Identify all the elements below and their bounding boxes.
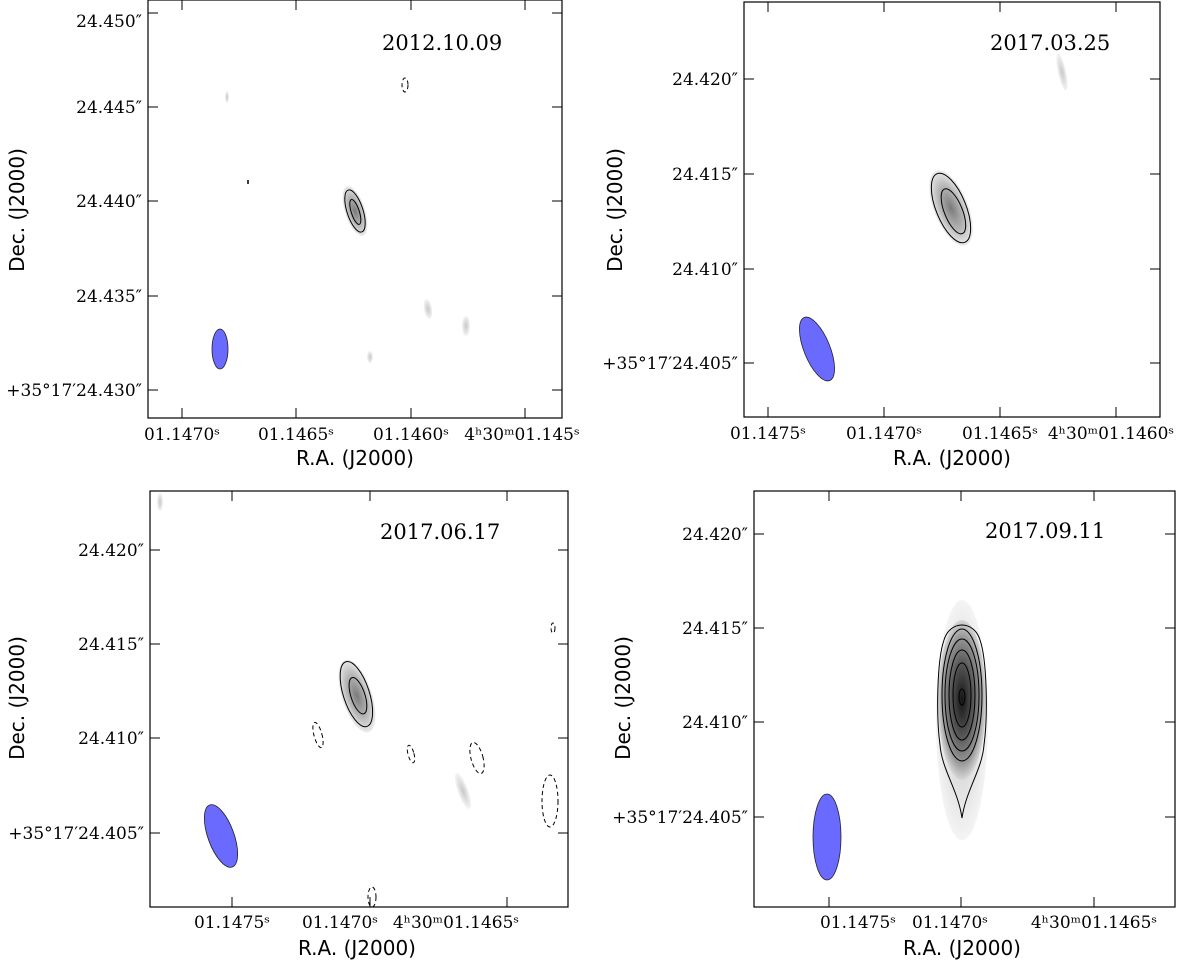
- y-tick-label: 24.435″: [76, 287, 142, 307]
- y-tick-label: 24.450″: [76, 12, 142, 32]
- negative-contour: [401, 77, 409, 93]
- y-axis-label: Dec. (J2000): [603, 148, 627, 272]
- plot-frame: [149, 490, 569, 908]
- y-tick-label: 24.445″: [76, 98, 142, 118]
- ticks: [744, 2, 1160, 417]
- noise-blob: [1056, 53, 1068, 91]
- noise-blob: [367, 351, 373, 363]
- x-tick-label: 01.1470ˢ: [846, 424, 922, 444]
- beam-ellipse: [203, 804, 239, 868]
- source-emission: [929, 170, 973, 246]
- x-axis-label: R.A. (J2000): [903, 936, 1021, 960]
- ticks: [148, 0, 562, 418]
- plot-frame: [147, 0, 563, 419]
- x-tick-label: 01.1470ˢ: [144, 425, 220, 445]
- negative-contour: [406, 744, 416, 764]
- noise-blob: [225, 91, 229, 103]
- negative-contour: [469, 741, 485, 775]
- x-tick-label: 4ʰ30ᵐ01.1460ˢ: [1048, 424, 1174, 444]
- noise-blob: [462, 316, 470, 336]
- x-tick-label: 01.1465ˢ: [962, 424, 1038, 444]
- beam-ellipse: [812, 793, 842, 881]
- panel-2017-03-25: 2017.03.25 24.420″ 24.415″ 24.410″ +35°1…: [602, 1, 1174, 470]
- epoch-date: 2017.09.11: [985, 519, 1105, 543]
- ticks: [754, 491, 1175, 907]
- beam-ellipse: [799, 316, 835, 382]
- x-axis-label: R.A. (J2000): [296, 446, 414, 470]
- y-axis-label: Dec. (J2000): [5, 636, 29, 760]
- beam-ellipse: [211, 328, 229, 370]
- noise-blob: [454, 773, 472, 809]
- source-emission: [936, 600, 988, 840]
- negative-contour: [367, 886, 377, 908]
- y-tick-label: +35°17′24.430″: [6, 381, 142, 401]
- y-tick-label: 24.420″: [682, 525, 748, 545]
- y-tick-label: 24.420″: [78, 541, 144, 561]
- panel-2017-09-11: 2017.09.11 24.420″ 24.415″ 24.410″ +35°1…: [611, 490, 1176, 960]
- x-tick-label: 4ʰ30ᵐ01.145ˢ: [464, 425, 579, 445]
- panel-2012-10-09: 2012.10.09 24.450″ 24.445″ 24.440″ 24.43…: [5, 0, 580, 470]
- ticks: [150, 491, 568, 907]
- y-tick-label: 24.420″: [672, 70, 738, 90]
- x-tick-label: 4ʰ30ᵐ01.1465ˢ: [1031, 913, 1157, 933]
- y-tick-label: +35°17′24.405″: [612, 808, 748, 828]
- x-tick-label: 01.1475ˢ: [820, 913, 896, 933]
- y-axis-label: Dec. (J2000): [611, 636, 635, 760]
- noise-blob: [423, 299, 433, 319]
- negative-contour: [312, 721, 324, 749]
- source-emission: [342, 186, 368, 236]
- x-tick-label: 01.1470ˢ: [912, 913, 988, 933]
- y-tick-label: +35°17′24.405″: [602, 354, 738, 374]
- y-tick-label: 24.415″: [78, 635, 144, 655]
- x-tick-label: 4ʰ30ᵐ01.1465ˢ: [393, 913, 519, 933]
- y-tick-label: 24.415″: [672, 165, 738, 185]
- negative-contour: [550, 622, 556, 634]
- epoch-date: 2012.10.09: [382, 31, 502, 55]
- panel-2017-06-17: 2017.06.17 24.420″ 24.415″ 24.410″ +35°1…: [5, 490, 569, 960]
- plot-frame: [743, 1, 1161, 418]
- y-tick-label: 24.410″: [672, 260, 738, 280]
- x-tick-label: 01.1470ˢ: [302, 913, 378, 933]
- y-tick-label: 24.440″: [76, 192, 142, 212]
- x-axis-label: R.A. (J2000): [893, 446, 1011, 470]
- x-tick-label: 01.1460ˢ: [373, 425, 449, 445]
- x-tick-label: 01.1475ˢ: [730, 424, 806, 444]
- epoch-date: 2017.06.17: [380, 520, 500, 544]
- y-tick-label: 24.415″: [682, 619, 748, 639]
- negative-contour: [541, 774, 559, 828]
- plot-frame: [753, 490, 1176, 908]
- x-tick-label: 01.1465ˢ: [258, 425, 334, 445]
- noise-blob: [157, 493, 163, 511]
- source-emission: [338, 659, 376, 733]
- y-tick-label: 24.410″: [78, 729, 144, 749]
- x-tick-label: 01.1475ˢ: [194, 913, 270, 933]
- y-axis-label: Dec. (J2000): [5, 148, 29, 272]
- y-tick-label: 24.410″: [682, 713, 748, 733]
- y-tick-label: +35°17′24.405″: [8, 824, 144, 844]
- x-axis-label: R.A. (J2000): [298, 936, 416, 960]
- epoch-date: 2017.03.25: [990, 31, 1110, 55]
